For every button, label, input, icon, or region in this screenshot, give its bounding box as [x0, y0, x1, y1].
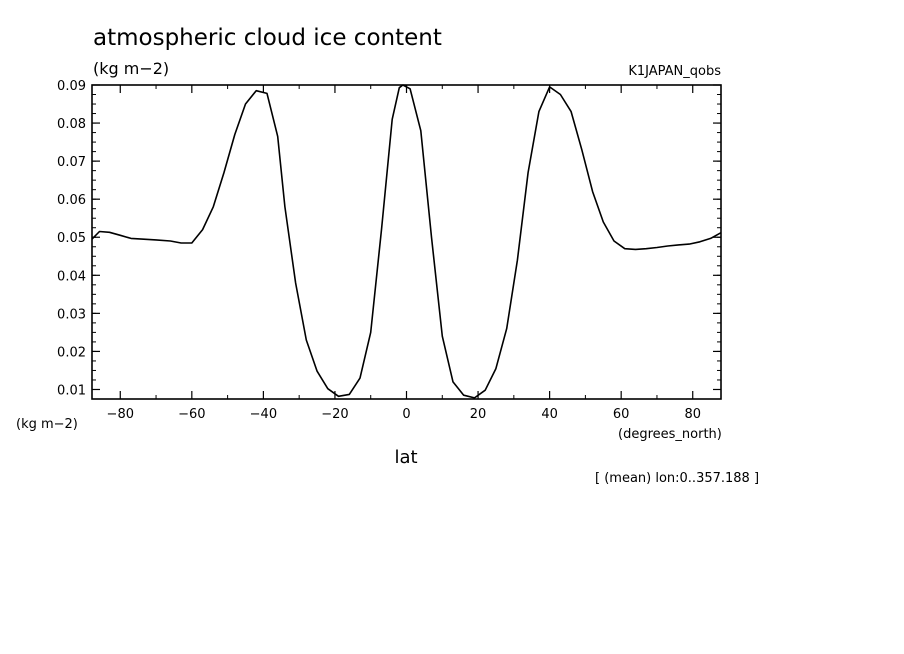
y-tick-label: 0.05 [57, 231, 86, 246]
y-tick-label: 0.08 [57, 117, 86, 132]
x-tick-label: −40 [250, 407, 277, 422]
y-tick-label: 0.09 [57, 79, 86, 94]
chart-title: atmospheric cloud ice content [93, 25, 442, 51]
x-tick-label: −60 [178, 407, 205, 422]
x-axis-label: lat [394, 447, 417, 468]
x-tick-label: 40 [541, 407, 558, 422]
y-tick-label: 0.04 [57, 269, 86, 284]
footnote: [ (mean) lon:0..357.188 ] [595, 471, 759, 486]
x-tick-label: 20 [470, 407, 487, 422]
x-tick-label: 60 [613, 407, 630, 422]
series-line [91, 84, 722, 399]
y-tick-label: 0.02 [57, 345, 86, 360]
y-tick-label: 0.03 [57, 307, 86, 322]
x-axis-ticks: −80 −60 −40 −20 0 20 40 60 80 [107, 85, 701, 422]
x-tick-label: −20 [321, 407, 348, 422]
y-tick-label: 0.07 [57, 155, 86, 170]
x-axis-units: (degrees_north) [618, 427, 722, 442]
y-axis-label: (kg m−2) [16, 417, 78, 432]
y-tick-label: 0.01 [57, 383, 86, 398]
dataset-label: K1JAPAN_qobs [628, 64, 721, 79]
y-tick-label: 0.06 [57, 193, 86, 208]
x-tick-label: −80 [107, 407, 134, 422]
chart-subtitle-units: (kg m−2) [93, 59, 169, 78]
y-axis-ticks: 0.01 0.02 0.03 0.04 0.05 0.06 0.07 0.08 0.09 [57, 79, 721, 400]
x-tick-label: 0 [402, 407, 410, 422]
x-tick-label: 80 [684, 407, 701, 422]
plot-frame [91, 84, 722, 400]
